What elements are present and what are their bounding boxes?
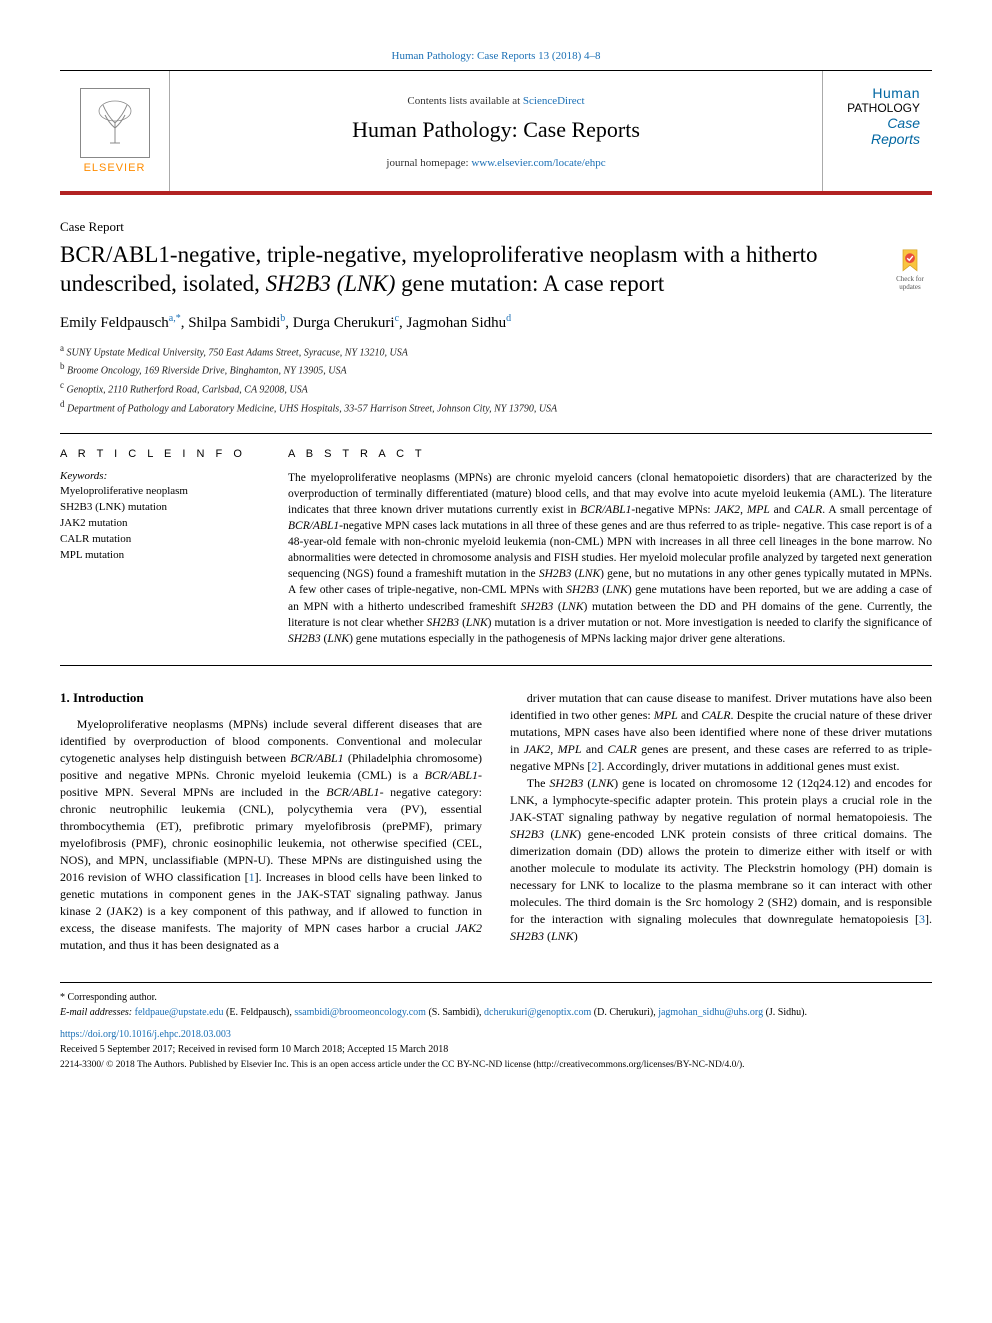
check-updates-badge[interactable]: Check for updates	[888, 247, 932, 291]
elsevier-tree-icon	[80, 88, 150, 158]
abstract-column: A B S T R A C T The myeloproliferative n…	[288, 448, 932, 647]
cover-line-1: Human	[872, 85, 920, 101]
body-columns: 1. Introduction Myeloproliferative neopl…	[60, 690, 932, 954]
bookmark-check-icon	[895, 247, 925, 275]
sciencedirect-link[interactable]: ScienceDirect	[523, 95, 585, 107]
intro-paragraph-2: driver mutation that can cause disease t…	[510, 690, 932, 775]
cover-line-2: PATHOLOGY	[847, 101, 920, 115]
footer: * Corresponding author. E-mail addresses…	[60, 982, 932, 1073]
intro-paragraph-1: Myeloproliferative neoplasms (MPNs) incl…	[60, 716, 482, 954]
title-part2: gene mutation: A case report	[395, 271, 664, 296]
email-link[interactable]: dcherukuri@genoptix.com	[484, 1007, 591, 1018]
email-link[interactable]: feldpaue@upstate.edu	[135, 1007, 224, 1018]
article-type: Case Report	[60, 219, 932, 235]
abstract-text: The myeloproliferative neoplasms (MPNs) …	[288, 470, 932, 647]
affiliations: a SUNY Upstate Medical University, 750 E…	[60, 342, 932, 417]
section-heading-intro: 1. Introduction	[60, 690, 482, 706]
received-dates: Received 5 September 2017; Received in r…	[60, 1043, 932, 1058]
email-label: E-mail addresses:	[60, 1007, 135, 1018]
keyword-item: Myeloproliferative neoplasm	[60, 484, 260, 500]
top-citation-link[interactable]: Human Pathology: Case Reports 13 (2018) …	[392, 50, 601, 62]
journal-name: Human Pathology: Case Reports	[180, 117, 812, 143]
homepage-line: journal homepage: www.elsevier.com/locat…	[180, 157, 812, 169]
abstract-heading: A B S T R A C T	[288, 448, 932, 460]
keyword-item: CALR mutation	[60, 532, 260, 548]
contents-text: Contents lists available at	[407, 95, 522, 107]
email-link[interactable]: jagmohan_sidhu@uhs.org	[658, 1007, 763, 1018]
doi-link[interactable]: https://doi.org/10.1016/j.ehpc.2018.03.0…	[60, 1028, 932, 1043]
corresponding-author: * Corresponding author.	[60, 991, 932, 1006]
keyword-item: MPL mutation	[60, 548, 260, 564]
affiliation-b: b Broome Oncology, 169 Riverside Drive, …	[60, 360, 932, 379]
email-list: feldpaue@upstate.edu (E. Feldpausch), ss…	[135, 1007, 807, 1018]
elsevier-wordmark: ELSEVIER	[84, 162, 146, 174]
keywords-list: Myeloproliferative neoplasm SH2B3 (LNK) …	[60, 484, 260, 564]
keywords-label: Keywords:	[60, 470, 260, 482]
elsevier-logo: ELSEVIER	[60, 71, 170, 191]
homepage-label: journal homepage:	[386, 157, 471, 169]
affiliation-c: c Genoptix, 2110 Rutherford Road, Carlsb…	[60, 379, 932, 398]
cover-line-4: Reports	[871, 131, 920, 147]
top-citation: Human Pathology: Case Reports 13 (2018) …	[60, 50, 932, 62]
divider-top	[60, 433, 932, 434]
affiliation-a: a SUNY Upstate Medical University, 750 E…	[60, 342, 932, 361]
title-italic: SH2B3 (LNK)	[266, 271, 396, 296]
cover-line-3: Case	[887, 115, 920, 131]
affiliation-d: d Department of Pathology and Laboratory…	[60, 398, 932, 417]
keyword-item: SH2B3 (LNK) mutation	[60, 500, 260, 516]
journal-header: ELSEVIER Contents lists available at Sci…	[60, 70, 932, 195]
article-info-column: A R T I C L E I N F O Keywords: Myelopro…	[60, 448, 260, 647]
homepage-link[interactable]: www.elsevier.com/locate/ehpc	[471, 157, 605, 169]
check-updates-label: Check for updates	[888, 275, 932, 291]
license-text: 2214-3300/ © 2018 The Authors. Published…	[60, 1059, 932, 1073]
header-middle: Contents lists available at ScienceDirec…	[170, 71, 822, 191]
email-link[interactable]: ssambidi@broomeoncology.com	[294, 1007, 426, 1018]
article-title: BCR/ABL1-negative, triple-negative, myel…	[60, 241, 876, 299]
cover-box: Human PATHOLOGY Case Reports	[832, 79, 924, 183]
keyword-item: JAK2 mutation	[60, 516, 260, 532]
authors: Emily Feldpauscha,*, Shilpa Sambidib, Du…	[60, 313, 932, 332]
divider-bottom	[60, 665, 932, 666]
contents-line: Contents lists available at ScienceDirec…	[180, 95, 812, 107]
article-info-heading: A R T I C L E I N F O	[60, 448, 260, 460]
intro-paragraph-3: The SH2B3 (LNK) gene is located on chrom…	[510, 775, 932, 945]
email-addresses: E-mail addresses: feldpaue@upstate.edu (…	[60, 1006, 932, 1021]
journal-cover: Human PATHOLOGY Case Reports	[822, 71, 932, 191]
